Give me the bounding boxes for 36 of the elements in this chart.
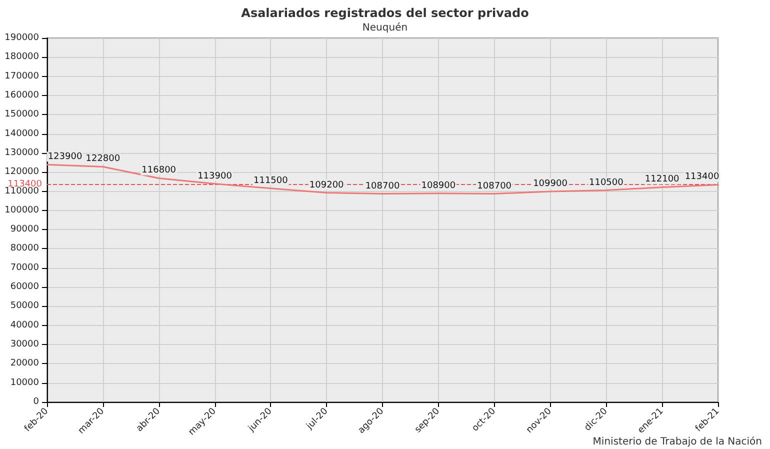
y-tick-label: 50000 [10, 301, 40, 312]
y-tick-label: 40000 [10, 320, 40, 330]
data-label: 110500 [588, 178, 624, 188]
y-tick-label: 180000 [4, 52, 40, 62]
data-label: 113400 [684, 172, 720, 182]
data-label: 109900 [533, 178, 568, 189]
data-label: 108900 [421, 180, 456, 191]
line-series [46, 164, 719, 195]
y-tick-label: 140000 [4, 128, 40, 139]
y-tick-label: 30000 [10, 340, 40, 350]
y-tick-label: 90000 [10, 224, 40, 235]
y-tick-label: 70000 [10, 262, 40, 273]
data-label: 116800 [142, 166, 176, 176]
data-label: 108700 [477, 181, 512, 192]
y-tick-label: 60000 [10, 282, 40, 292]
data-label: 113900 [198, 171, 232, 182]
y-tick-label: 80000 [10, 244, 40, 254]
y-tick-label: 130000 [4, 148, 40, 158]
chart-subtitle: Neuquén [362, 22, 408, 34]
data-label: 123900 [48, 152, 82, 162]
y-tick-label: 190000 [4, 33, 40, 43]
data-label: 111500 [253, 176, 288, 186]
data-label: 108700 [365, 181, 400, 192]
y-tick-label: 20000 [10, 358, 40, 369]
y-tick-label: 10000 [10, 378, 40, 388]
data-label: 112100 [644, 174, 680, 185]
text: Ministerio de Trabajo de la Nación [592, 436, 762, 448]
y-tick-label: 170000 [4, 71, 40, 82]
y-tick-label: 0 [33, 397, 40, 407]
y-tick-label: 160000 [4, 90, 40, 100]
data-label: 122800 [86, 154, 120, 164]
y-tick-label: 150000 [4, 110, 40, 120]
y-tick-label: 100000 [4, 205, 40, 216]
data-label: 109200 [309, 180, 344, 190]
y-tick-label: 120000 [4, 167, 40, 178]
chart-title: Asalariados registrados del sector privado [241, 6, 529, 20]
